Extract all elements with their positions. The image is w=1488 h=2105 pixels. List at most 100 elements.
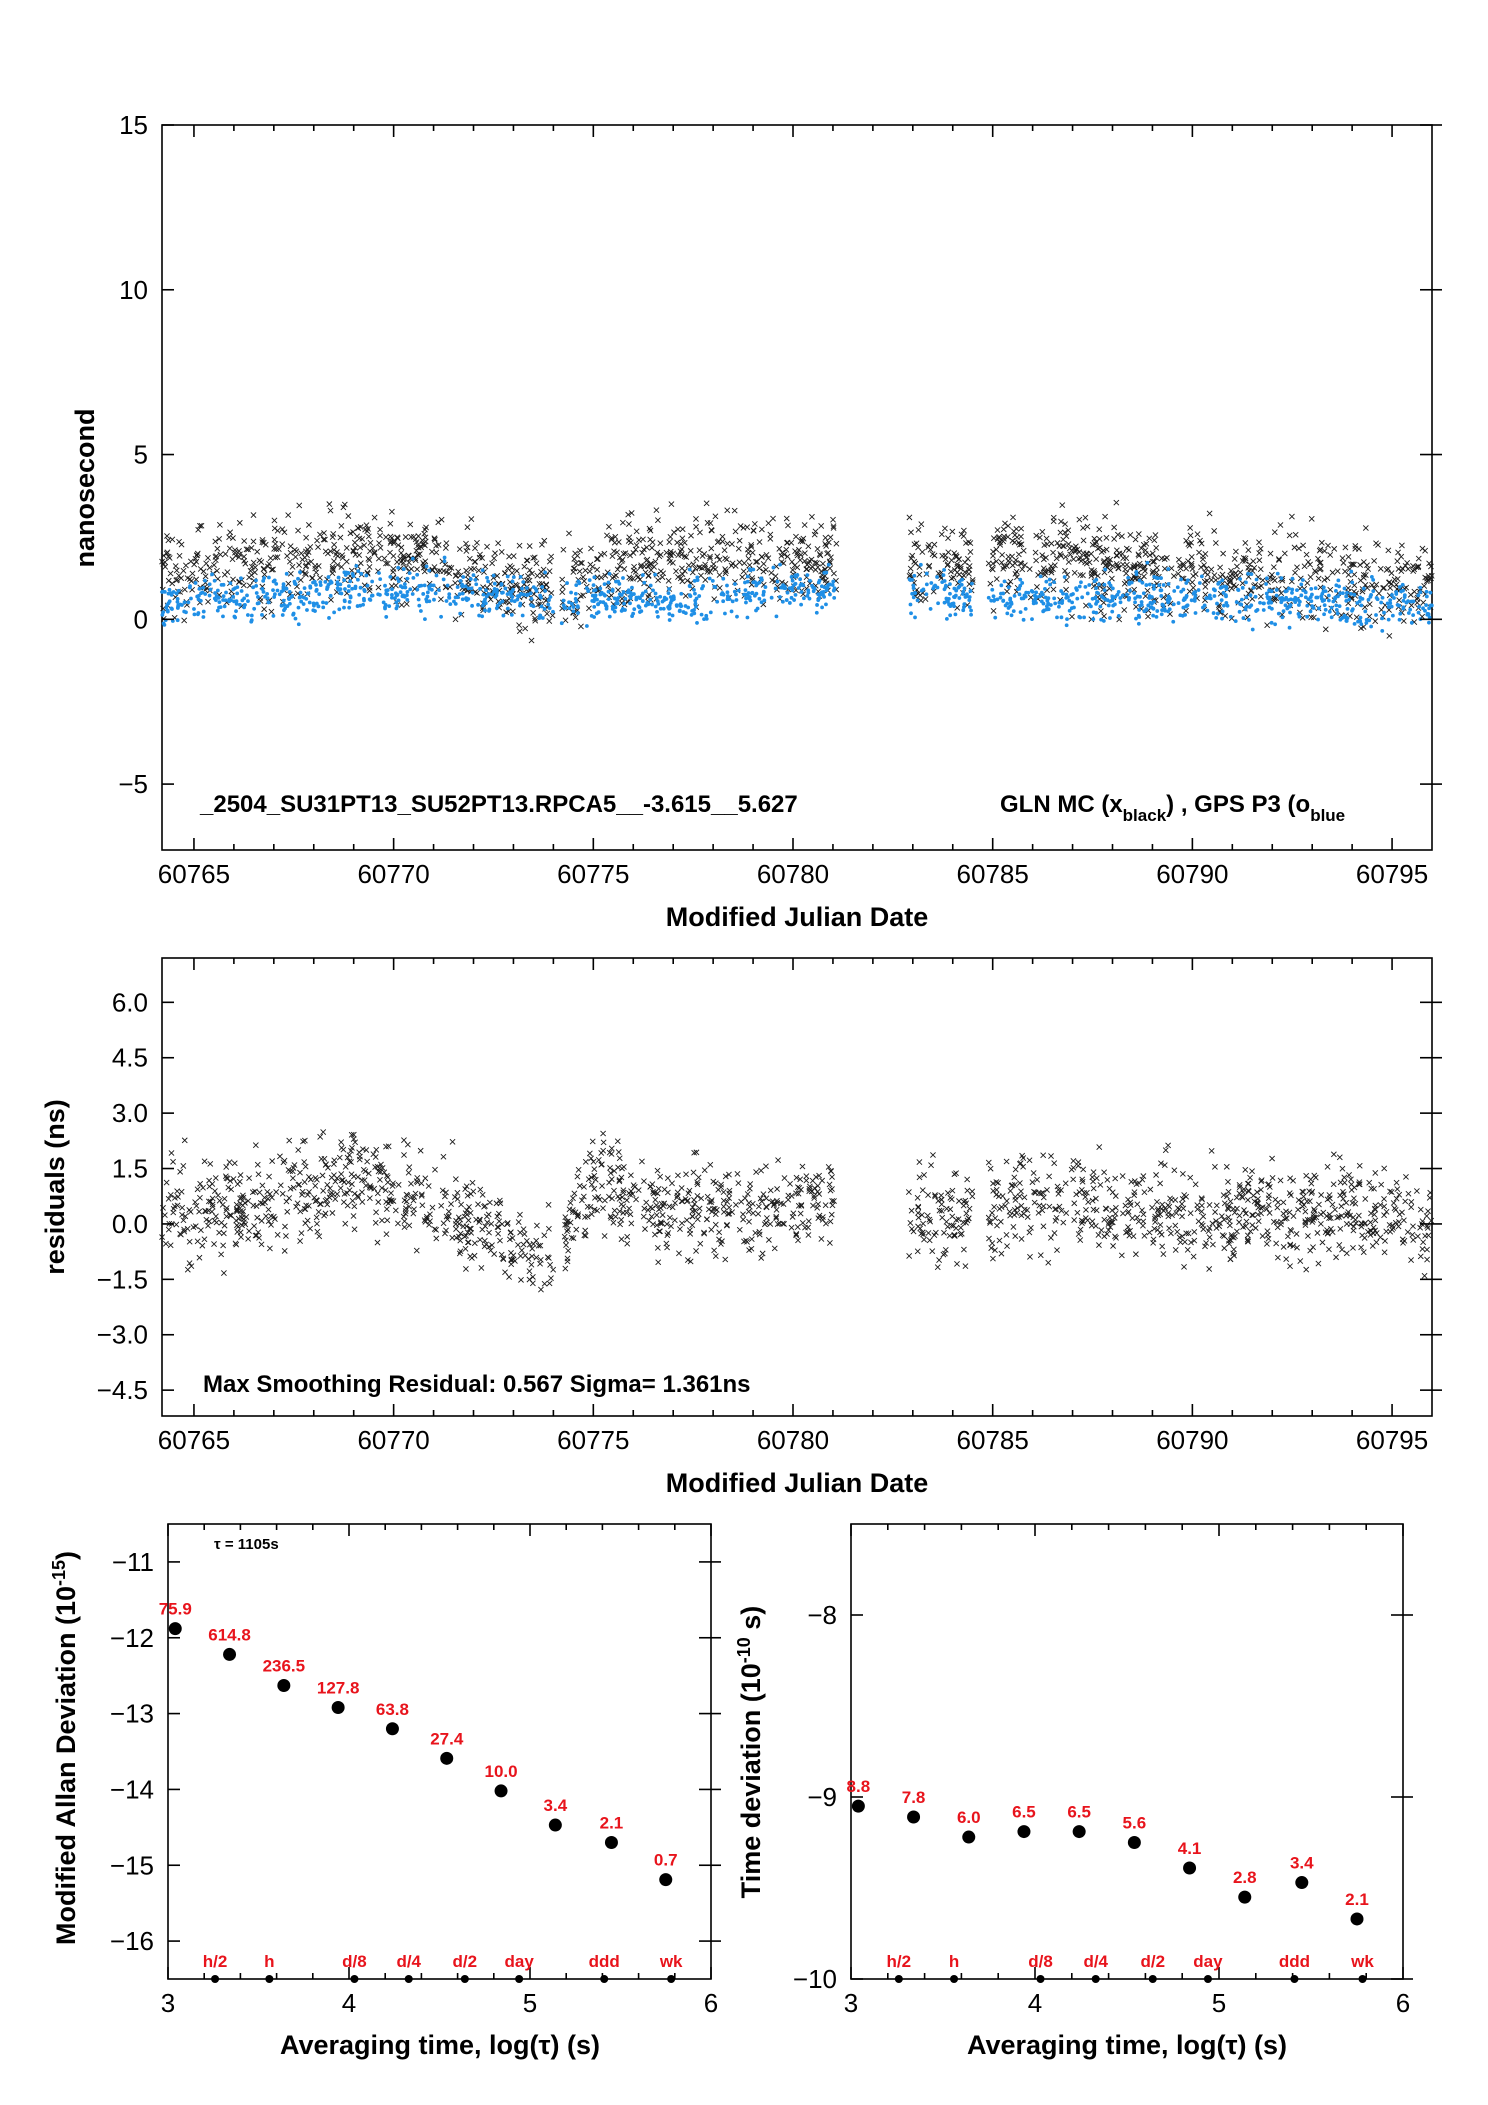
x-mark xyxy=(509,569,515,576)
x-mark xyxy=(1211,572,1218,579)
x-mark xyxy=(1232,570,1239,577)
y-tick-label: 15 xyxy=(119,110,148,140)
o-mark xyxy=(1238,602,1243,607)
o-mark xyxy=(640,573,645,577)
x-mark xyxy=(584,1203,591,1210)
x-mark xyxy=(431,536,438,543)
o-mark xyxy=(1321,589,1326,594)
x-mark xyxy=(912,560,919,567)
x-mark xyxy=(994,1222,1000,1229)
o-mark xyxy=(169,591,174,596)
x-mark xyxy=(1273,1219,1280,1226)
x-mark xyxy=(1157,1221,1164,1228)
x-mark xyxy=(532,617,539,624)
x-mark xyxy=(443,1189,449,1196)
o-mark xyxy=(192,612,197,617)
x-mark xyxy=(748,541,755,548)
x-mark xyxy=(207,1160,214,1167)
x-mark xyxy=(1144,587,1151,594)
o-mark xyxy=(603,602,608,606)
x-mark xyxy=(326,501,333,508)
x-mark xyxy=(1152,1219,1159,1225)
x-mark xyxy=(515,1241,521,1248)
x-mark xyxy=(915,590,922,597)
x-mark xyxy=(708,1226,715,1233)
o-mark xyxy=(307,600,312,605)
x-mark xyxy=(694,1181,701,1188)
x-mark xyxy=(1294,564,1300,571)
x-mark xyxy=(1104,1176,1111,1183)
x-mark xyxy=(1072,547,1079,554)
x-mark xyxy=(625,511,632,518)
o-mark xyxy=(162,622,167,627)
x-mark xyxy=(418,544,425,551)
o-mark xyxy=(607,571,612,576)
x-mark xyxy=(219,1201,226,1208)
x-mark xyxy=(609,575,616,581)
x-mark xyxy=(722,1173,729,1180)
x-mark xyxy=(1280,1243,1287,1250)
x-mark xyxy=(477,1236,483,1243)
x-mark xyxy=(268,608,275,615)
o-mark xyxy=(437,588,441,592)
x-mark xyxy=(359,1189,365,1196)
x-mark xyxy=(182,1213,189,1220)
o-mark xyxy=(592,575,597,580)
x-mark xyxy=(1360,559,1367,565)
x-mark xyxy=(1174,1205,1181,1211)
o-mark xyxy=(1048,582,1053,587)
x-mark xyxy=(808,556,815,563)
x-mark xyxy=(314,1220,320,1227)
x-mark xyxy=(1316,1201,1322,1208)
x-mark xyxy=(395,1220,401,1227)
x-mark xyxy=(565,1247,572,1254)
o-mark xyxy=(384,588,389,593)
x-mark xyxy=(1161,565,1168,572)
x-mark xyxy=(365,1170,372,1177)
o-mark xyxy=(1111,603,1116,608)
x-mark xyxy=(1122,566,1129,573)
x-mark xyxy=(1425,572,1432,579)
x-mark xyxy=(822,534,829,541)
x-mark xyxy=(387,520,394,527)
x-mark xyxy=(290,1184,297,1191)
x-mark xyxy=(667,552,674,559)
x-mark xyxy=(193,576,200,583)
o-mark xyxy=(265,591,270,596)
x-mark xyxy=(716,1236,722,1243)
o-mark xyxy=(1418,590,1423,595)
o-mark xyxy=(492,587,497,591)
x-mark xyxy=(1341,1179,1348,1186)
o-mark xyxy=(1228,614,1233,619)
x-mark xyxy=(305,1202,312,1209)
x-mark xyxy=(1404,560,1411,566)
x-mark xyxy=(1074,1209,1081,1216)
x-mark xyxy=(319,1172,326,1179)
x-mark xyxy=(668,1223,674,1230)
x-mark xyxy=(1369,1243,1376,1249)
x-mark xyxy=(1196,549,1202,556)
o-mark xyxy=(1322,603,1327,608)
x-mark xyxy=(631,1183,638,1190)
x-mark xyxy=(235,1215,242,1222)
o-mark xyxy=(967,598,972,603)
o-mark xyxy=(405,590,410,594)
o-mark xyxy=(1016,587,1020,592)
x-mark xyxy=(1172,1197,1179,1203)
x-mark xyxy=(1058,518,1064,525)
o-mark xyxy=(986,595,991,600)
x-mark xyxy=(269,1194,275,1201)
o-mark xyxy=(266,600,271,605)
x-mark xyxy=(194,550,201,557)
x-mark xyxy=(300,1138,306,1145)
x-tick-label: 60765 xyxy=(158,1425,230,1455)
x-mark xyxy=(763,1163,769,1170)
x-mark xyxy=(1045,567,1052,574)
x-mark xyxy=(1329,569,1336,576)
x-mark xyxy=(359,1177,365,1184)
o-mark xyxy=(689,613,694,617)
o-mark xyxy=(1049,603,1053,607)
o-mark xyxy=(1402,593,1407,598)
x-mark xyxy=(693,555,700,562)
x-mark xyxy=(201,1158,208,1165)
